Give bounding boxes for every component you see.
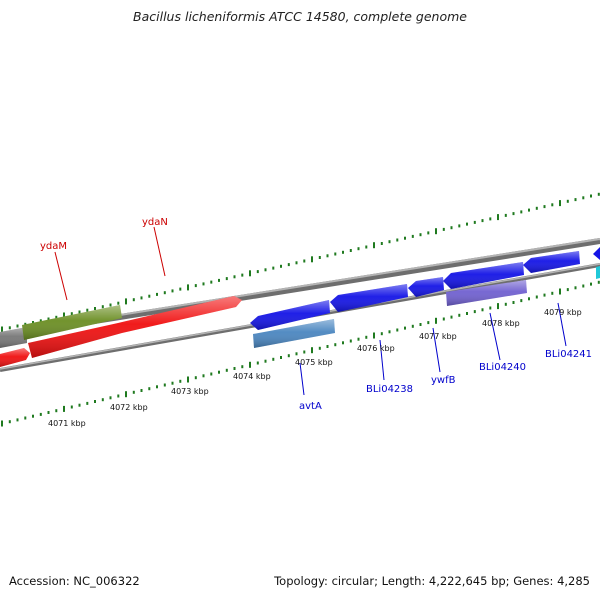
gene-avtA-arrow[interactable] [250, 300, 330, 330]
upper-tick-row [1, 192, 600, 333]
gene-ydaM-arrow[interactable] [22, 305, 122, 340]
map-title: Bacillus licheniformis ATCC 14580, compl… [133, 9, 467, 24]
gene-label-ywfB[interactable]: ywfB [431, 375, 456, 386]
gene-label-BLi04241[interactable]: BLi04241 [545, 349, 592, 360]
cyan-feature[interactable] [596, 266, 600, 279]
scale-label-4077: 4077 kbp [419, 332, 457, 341]
scale-label-4074: 4074 kbp [233, 372, 271, 381]
gene-label-BLi04238[interactable]: BLi04238 [366, 384, 413, 395]
BLi04238-leader-line [379, 339, 385, 381]
ydaN-leader-line [153, 226, 166, 277]
gray-feature[interactable] [0, 327, 27, 348]
gene-label-BLi04240[interactable]: BLi04240 [479, 362, 526, 373]
gene-label-ydaN[interactable]: ydaN [142, 217, 168, 228]
ywfB-leader-line [432, 327, 441, 373]
BLi04240-leader-line [489, 312, 501, 361]
avtA-leader-line [299, 362, 305, 396]
gene-avtA-box[interactable] [253, 319, 335, 348]
gene-BLi04240-arrow[interactable] [443, 262, 524, 289]
scale-label-4071: 4071 kbp [48, 419, 86, 428]
blue-gene-right-edge[interactable] [593, 247, 600, 260]
gene-BLi04240-box[interactable] [446, 280, 527, 306]
BLi04241-leader-line [557, 302, 567, 347]
gene-BLi04238-arrow[interactable] [330, 284, 408, 312]
genome-summary: Topology: circular; Length: 4,222,645 bp… [274, 574, 590, 588]
scale-label-4073: 4073 kbp [171, 387, 209, 396]
gene-ydaN-arrow[interactable] [28, 296, 242, 358]
red-gene-left[interactable] [0, 348, 30, 367]
accession-label: Accession: NC_006322 [9, 574, 140, 588]
gene-label-avtA[interactable]: avtA [299, 401, 322, 412]
scale-label-4075: 4075 kbp [295, 358, 333, 367]
scale-label-4079: 4079 kbp [544, 308, 582, 317]
scale-label-4076: 4076 kbp [357, 344, 395, 353]
genome-backbone [0, 238, 600, 372]
scale-label-4072: 4072 kbp [110, 403, 148, 412]
ydaM-leader-line [54, 251, 68, 301]
gene-ywfB-arrow[interactable] [408, 277, 444, 297]
lower-tick-row [1, 280, 600, 427]
scale-label-4078: 4078 kbp [482, 319, 520, 328]
gene-label-ydaM[interactable]: ydaM [40, 241, 67, 252]
gene-BLi04241-arrow[interactable] [523, 251, 580, 273]
